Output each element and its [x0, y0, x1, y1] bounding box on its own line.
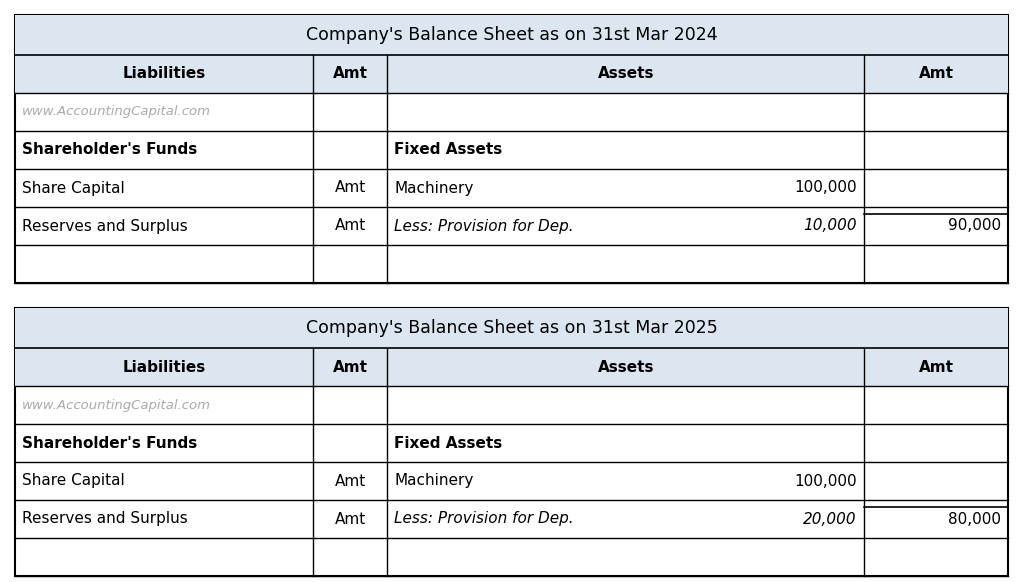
- Text: Liabilities: Liabilities: [123, 66, 206, 81]
- Text: Less: Provision for Dep.: Less: Provision for Dep.: [395, 218, 574, 233]
- Bar: [15, 15, 1008, 55]
- Text: www.AccountingCapital.com: www.AccountingCapital.com: [23, 105, 211, 119]
- Text: Less: Provision for Dep.: Less: Provision for Dep.: [395, 512, 574, 527]
- Text: Assets: Assets: [597, 360, 654, 374]
- Text: 90,000: 90,000: [948, 218, 1000, 233]
- Text: Liabilities: Liabilities: [123, 360, 206, 374]
- Text: 10,000: 10,000: [803, 218, 857, 233]
- Text: Shareholder's Funds: Shareholder's Funds: [23, 143, 197, 158]
- Text: Assets: Assets: [597, 66, 654, 81]
- Text: Share Capital: Share Capital: [23, 474, 125, 488]
- Text: Machinery: Machinery: [395, 180, 474, 196]
- Text: Fixed Assets: Fixed Assets: [395, 143, 502, 158]
- Text: 100,000: 100,000: [795, 180, 857, 196]
- Text: Reserves and Surplus: Reserves and Surplus: [23, 218, 188, 233]
- Text: Amt: Amt: [919, 66, 953, 81]
- Text: 100,000: 100,000: [795, 474, 857, 488]
- Text: 80,000: 80,000: [948, 512, 1000, 527]
- Bar: [15, 308, 1008, 348]
- Bar: [15, 15, 1008, 283]
- Text: 20,000: 20,000: [803, 512, 857, 527]
- Text: Company's Balance Sheet as on 31st Mar 2025: Company's Balance Sheet as on 31st Mar 2…: [306, 319, 717, 337]
- Bar: [15, 308, 1008, 576]
- Text: Amt: Amt: [332, 66, 367, 81]
- Text: Machinery: Machinery: [395, 474, 474, 488]
- Bar: [15, 55, 1008, 93]
- Text: Amt: Amt: [919, 360, 953, 374]
- Text: Amt: Amt: [335, 474, 366, 488]
- Text: www.AccountingCapital.com: www.AccountingCapital.com: [23, 399, 211, 411]
- Text: Amt: Amt: [332, 360, 367, 374]
- Text: Shareholder's Funds: Shareholder's Funds: [23, 435, 197, 450]
- Text: Fixed Assets: Fixed Assets: [395, 435, 502, 450]
- Text: Amt: Amt: [335, 180, 366, 196]
- Bar: [15, 348, 1008, 386]
- Text: Amt: Amt: [335, 218, 366, 233]
- Text: Reserves and Surplus: Reserves and Surplus: [23, 512, 188, 527]
- Text: Share Capital: Share Capital: [23, 180, 125, 196]
- Text: Amt: Amt: [335, 512, 366, 527]
- Text: Company's Balance Sheet as on 31st Mar 2024: Company's Balance Sheet as on 31st Mar 2…: [306, 26, 717, 44]
